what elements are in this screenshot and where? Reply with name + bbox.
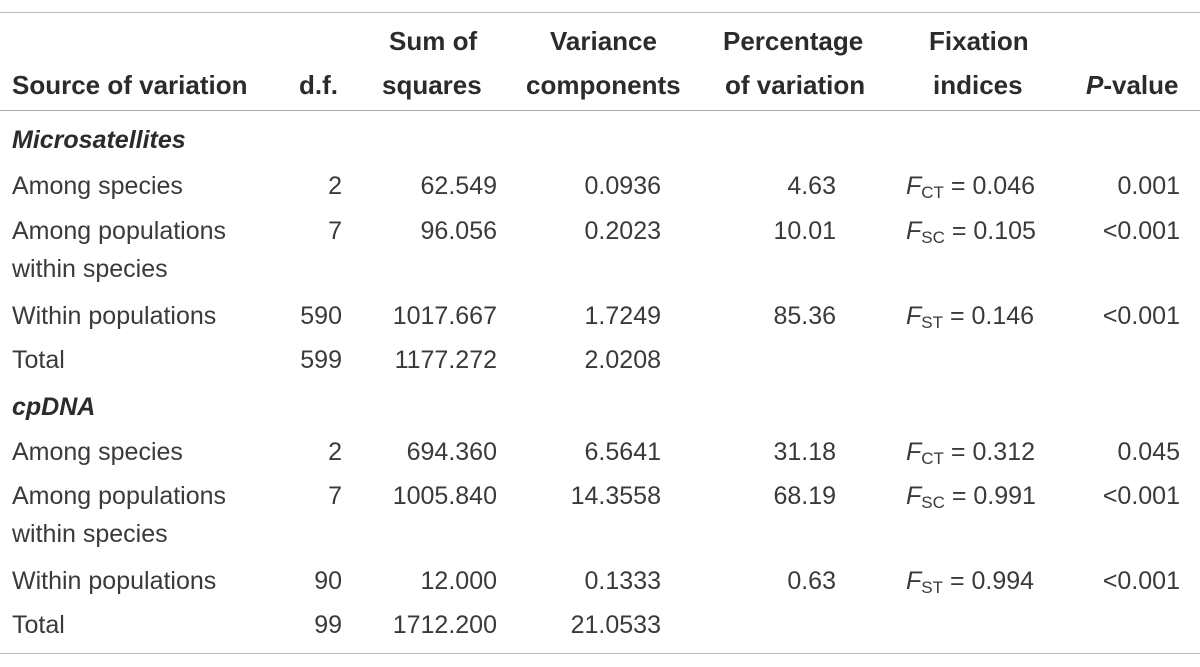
ss-cell: 1005.840	[392, 482, 497, 510]
bottom-rule	[0, 653, 1200, 654]
f-letter: F	[906, 438, 922, 466]
source-line2: within species	[12, 255, 168, 283]
f-letter: F	[906, 217, 922, 245]
vc-cell: 21.0533	[570, 611, 661, 639]
vc-cell: 6.5641	[584, 438, 661, 466]
header-pv-line1: Percentage	[723, 26, 864, 56]
f-value: = 0.105	[944, 217, 1036, 245]
ss-cell: 1177.272	[394, 346, 497, 374]
section-title: cpDNA	[12, 393, 96, 421]
fixation-index-cell: FST = 0.146	[906, 296, 1034, 343]
header-source: Source of variation	[12, 70, 248, 100]
p-value-cell: <0.001	[1102, 567, 1180, 595]
f-value: = 0.046	[943, 172, 1036, 200]
header-pv-line2: of variation	[725, 70, 866, 100]
f-subscript: SC	[921, 228, 945, 247]
source-cell: Within populations	[12, 567, 217, 595]
df-cell: 590	[300, 302, 342, 330]
source-line2: within species	[12, 520, 168, 548]
f-value: = 0.994	[943, 567, 1035, 595]
vc-cell: 0.2023	[584, 217, 661, 245]
p-value-cell: <0.001	[1102, 482, 1180, 510]
header-p-value: P-value	[1086, 63, 1179, 107]
header-rule	[0, 110, 1200, 111]
header-ss-line2: squares	[382, 70, 482, 100]
f-value: = 0.146	[943, 302, 1035, 330]
source-cell: Among species	[12, 438, 183, 466]
df-cell: 599	[300, 346, 342, 374]
source-line1: Among populations	[12, 217, 227, 245]
ss-cell: 62.549	[420, 172, 497, 200]
pv-cell: 68.19	[773, 482, 836, 510]
f-letter: F	[906, 567, 922, 595]
fixation-index-cell: FCT = 0.046	[906, 166, 1035, 213]
f-letter: F	[906, 482, 922, 510]
header-ss-line1: Sum of	[389, 26, 478, 56]
df-cell: 99	[314, 611, 342, 639]
f-value: = 0.991	[944, 482, 1036, 510]
fixation-index-cell: FCT = 0.312	[906, 432, 1035, 479]
f-letter: F	[906, 302, 922, 330]
df-cell: 90	[314, 567, 342, 595]
ss-cell: 96.056	[420, 217, 497, 245]
ss-cell: 1017.667	[392, 302, 497, 330]
section-title: Microsatellites	[12, 126, 186, 154]
source-cell: Among populations within species	[12, 212, 226, 288]
ss-cell: 12.000	[420, 567, 497, 595]
header-fi-line1: Fixation	[929, 26, 1029, 56]
ss-cell: 694.360	[406, 438, 497, 466]
vc-cell: 14.3558	[570, 482, 661, 510]
source-cell: Within populations	[12, 302, 217, 330]
pv-cell: 4.63	[787, 172, 836, 200]
header-p-rest: -value	[1103, 70, 1179, 100]
header-vc-line2: components	[526, 70, 681, 100]
pv-cell: 10.01	[773, 217, 836, 245]
f-subscript: ST	[921, 313, 944, 332]
f-value: = 0.312	[943, 438, 1036, 466]
ss-cell: 1712.200	[392, 611, 497, 639]
vc-cell: 0.1333	[584, 567, 661, 595]
source-cell: Among populations within species	[12, 477, 226, 553]
source-cell: Total	[12, 346, 65, 374]
header-p-italic: P	[1086, 70, 1104, 100]
vc-cell: 0.0936	[584, 172, 661, 200]
df-cell: 7	[328, 217, 342, 245]
pv-cell: 0.63	[787, 567, 836, 595]
source-cell: Among species	[12, 172, 183, 200]
top-rule	[0, 12, 1200, 13]
header-fi-line2: indices	[933, 70, 1023, 100]
f-subscript: ST	[921, 578, 944, 597]
pv-cell: 31.18	[773, 438, 836, 466]
f-letter: F	[906, 172, 922, 200]
header-df: d.f.	[299, 70, 338, 100]
df-cell: 7	[328, 482, 342, 510]
f-subscript: CT	[921, 183, 944, 202]
p-value-cell: 0.045	[1117, 438, 1180, 466]
header-vc-line1: Variance	[550, 26, 657, 56]
fixation-index-cell: FSC = 0.991	[906, 477, 1036, 522]
p-value-cell: 0.001	[1117, 172, 1180, 200]
vc-cell: 2.0208	[584, 346, 661, 374]
f-subscript: SC	[921, 493, 945, 512]
p-value-cell: <0.001	[1102, 217, 1180, 245]
fixation-index-cell: FSC = 0.105	[906, 212, 1036, 257]
vc-cell: 1.7249	[584, 302, 661, 330]
df-cell: 2	[328, 172, 342, 200]
pv-cell: 85.36	[773, 302, 836, 330]
f-subscript: CT	[921, 449, 944, 468]
p-value-cell: <0.001	[1102, 302, 1180, 330]
source-cell: Total	[12, 611, 65, 639]
fixation-index-cell: FST = 0.994	[906, 561, 1034, 608]
df-cell: 2	[328, 438, 342, 466]
source-line1: Among populations	[12, 482, 227, 510]
